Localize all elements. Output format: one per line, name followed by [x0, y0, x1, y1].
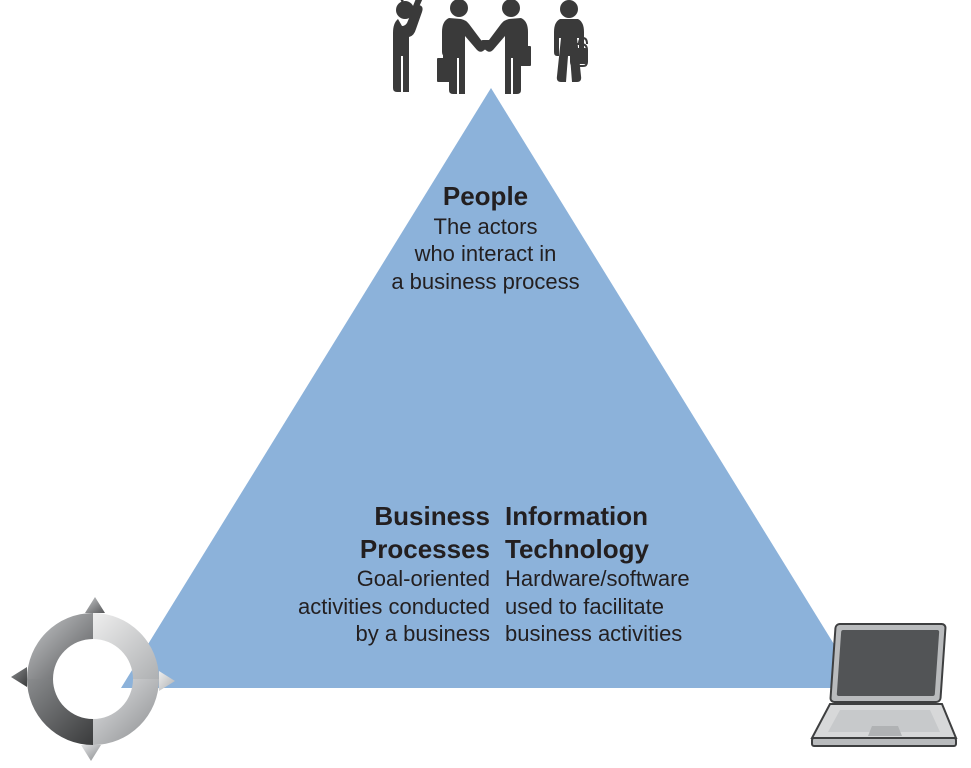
bp-desc-1: Goal-oriented	[195, 565, 490, 593]
it-title-2: Technology	[505, 533, 795, 566]
people-label: People The actors who interact in a busi…	[0, 180, 971, 295]
bp-desc-2: activities conducted	[195, 593, 490, 621]
person-3	[483, 0, 531, 94]
information-technology-label: Information Technology Hardware/software…	[505, 500, 795, 648]
cycle-arrows-icon	[8, 594, 178, 764]
person-4	[554, 0, 587, 82]
bp-title-1: Business	[195, 500, 490, 533]
bp-title-2: Processes	[195, 533, 490, 566]
people-desc-2: who interact in	[0, 240, 971, 268]
people-desc-1: The actors	[0, 213, 971, 241]
people-title: People	[0, 180, 971, 213]
business-processes-label: Business Processes Goal-oriented activit…	[195, 500, 490, 648]
diagram-stage: People The actors who interact in a busi…	[0, 0, 971, 768]
people-desc-3: a business process	[0, 268, 971, 296]
it-title-1: Information	[505, 500, 795, 533]
bp-desc-3: by a business	[195, 620, 490, 648]
it-desc-1: Hardware/software	[505, 565, 795, 593]
people-icon	[381, 0, 601, 114]
person-1	[393, 0, 423, 92]
it-desc-3: business activities	[505, 620, 795, 648]
person-2	[437, 0, 487, 94]
it-desc-2: used to facilitate	[505, 593, 795, 621]
laptop-icon	[806, 620, 971, 750]
